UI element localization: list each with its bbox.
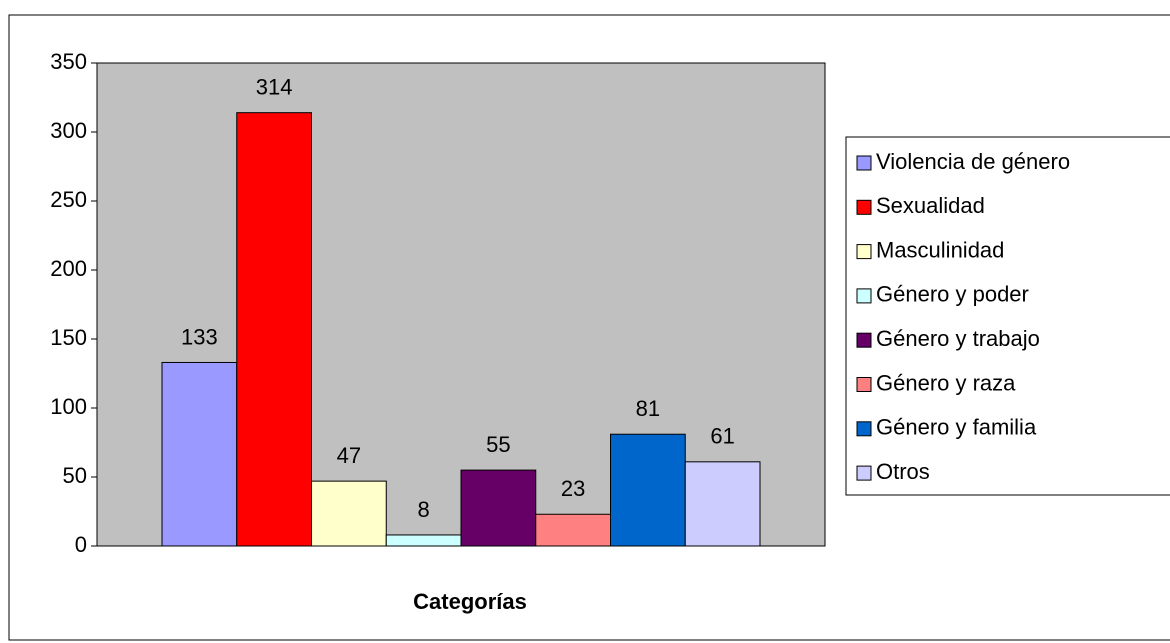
legend-label: Violencia de género bbox=[876, 149, 1070, 174]
y-tick-label: 0 bbox=[75, 532, 87, 557]
y-tick-label: 150 bbox=[50, 325, 87, 350]
legend-swatch bbox=[856, 199, 872, 215]
data-label: 133 bbox=[181, 324, 218, 349]
legend-box bbox=[845, 136, 1170, 496]
legend-label: Otros bbox=[876, 459, 930, 484]
bar bbox=[535, 513, 611, 547]
y-tick-label: 50 bbox=[63, 463, 87, 488]
data-label: 55 bbox=[486, 432, 510, 457]
legend-swatch bbox=[856, 465, 872, 481]
legend-swatch bbox=[856, 155, 872, 171]
legend-swatch bbox=[856, 377, 872, 392]
data-label: 47 bbox=[337, 443, 361, 468]
data-label: 81 bbox=[636, 396, 660, 421]
bar bbox=[385, 534, 462, 547]
bar bbox=[311, 480, 387, 547]
bar bbox=[684, 461, 761, 547]
legend-label: Género y poder bbox=[876, 282, 1029, 307]
y-tick-label: 100 bbox=[50, 394, 87, 419]
y-tick-label: 350 bbox=[50, 49, 87, 74]
legend-label: Género y raza bbox=[876, 370, 1016, 395]
bar bbox=[460, 469, 537, 547]
data-label: 8 bbox=[418, 497, 430, 522]
data-label: 23 bbox=[561, 476, 585, 501]
legend-swatch bbox=[856, 421, 872, 437]
y-tick-label: 250 bbox=[50, 187, 87, 212]
bar bbox=[161, 361, 238, 547]
legend-swatch bbox=[856, 244, 872, 260]
bar bbox=[236, 112, 312, 547]
legend-label: Sexualidad bbox=[876, 193, 985, 218]
legend-swatch bbox=[856, 332, 872, 348]
legend-swatch bbox=[856, 288, 872, 304]
y-tick-label: 300 bbox=[50, 118, 87, 143]
legend-label: Masculinidad bbox=[876, 237, 1004, 262]
data-label: 314 bbox=[256, 74, 293, 99]
legend-label: Género y trabajo bbox=[876, 326, 1040, 351]
legend-label: Género y familia bbox=[876, 415, 1037, 440]
y-tick-label: 200 bbox=[50, 256, 87, 281]
x-axis-title: Categorías bbox=[413, 589, 527, 614]
bar bbox=[610, 433, 686, 547]
data-label: 61 bbox=[710, 424, 734, 449]
